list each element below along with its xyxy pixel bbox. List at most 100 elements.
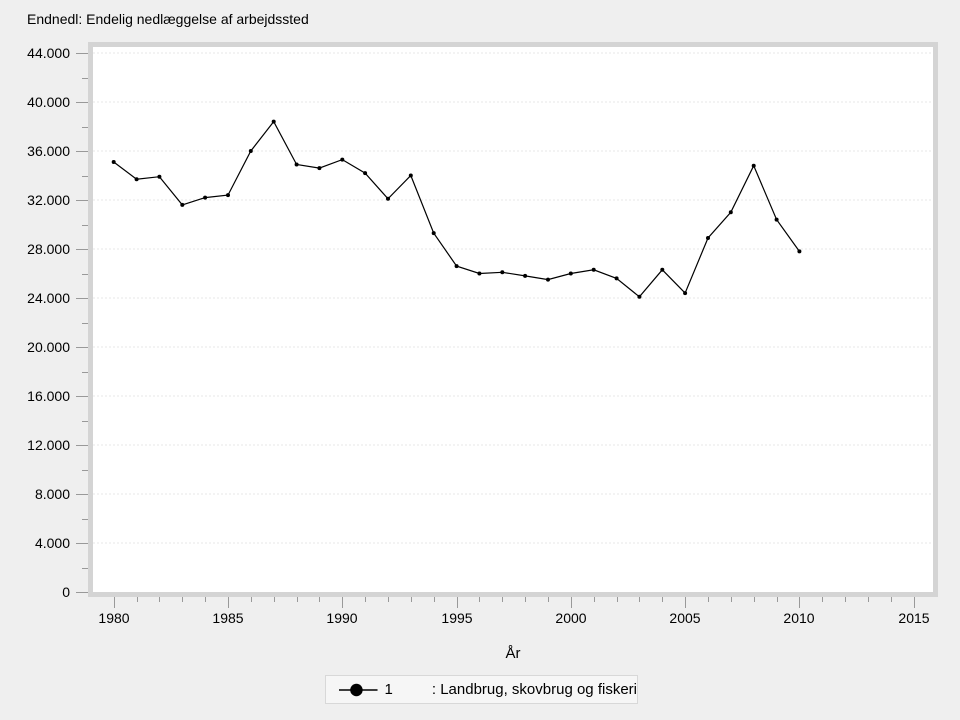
data-point: [614, 276, 619, 281]
y-tick-label: 0: [62, 584, 70, 600]
x-minor-tick: [891, 597, 892, 602]
y-tick-label: 20.000: [27, 339, 70, 355]
data-point: [271, 119, 276, 124]
data-point: [111, 160, 116, 164]
x-major-tick: [457, 597, 458, 608]
x-minor-tick: [137, 597, 138, 602]
x-tick-label: 1990: [326, 610, 358, 626]
y-major-tick: [76, 151, 88, 152]
y-minor-tick: [82, 519, 88, 520]
y-major-tick: [76, 200, 88, 201]
data-point: [340, 157, 345, 162]
y-tick-label: 32.000: [27, 192, 70, 208]
data-point: [408, 173, 413, 178]
x-minor-tick: [274, 597, 275, 602]
x-minor-tick: [639, 597, 640, 602]
y-minor-tick: [82, 568, 88, 569]
data-point: [248, 149, 253, 153]
chart-title: Endnedl: Endelig nedlæggelse af arbejdss…: [27, 11, 309, 27]
legend-series-id: 1: [384, 681, 393, 698]
y-major-tick: [76, 445, 88, 446]
data-point: [637, 294, 642, 299]
x-tick-label: 2010: [783, 610, 815, 626]
x-minor-tick: [868, 597, 869, 602]
data-point: [294, 162, 299, 167]
x-major-tick: [799, 597, 800, 608]
data-point: [500, 270, 505, 275]
data-point: [591, 267, 596, 272]
x-minor-tick: [479, 597, 480, 602]
x-minor-tick: [205, 597, 206, 602]
x-tick-label: 2005: [669, 610, 701, 626]
x-minor-tick: [297, 597, 298, 602]
y-major-tick: [76, 494, 88, 495]
legend: 1 : Landbrug, skovbrug og fiskeri: [325, 675, 638, 704]
x-minor-tick: [708, 597, 709, 602]
y-tick-label: 36.000: [27, 143, 70, 159]
y-minor-tick: [82, 421, 88, 422]
x-tick-label: 1995: [441, 610, 473, 626]
data-point: [683, 291, 688, 296]
y-major-tick: [76, 396, 88, 397]
y-tick-label: 8.000: [34, 486, 70, 502]
y-minor-tick: [82, 225, 88, 226]
x-major-tick: [114, 597, 115, 608]
x-minor-tick: [754, 597, 755, 602]
x-minor-tick: [388, 597, 389, 602]
y-tick-label: 4.000: [34, 535, 70, 551]
x-minor-tick: [731, 597, 732, 602]
data-point: [706, 236, 710, 240]
x-minor-tick: [662, 597, 663, 602]
legend-series-label: : Landbrug, skovbrug og fiskeri: [431, 681, 637, 698]
x-major-tick: [571, 597, 572, 608]
data-point: [180, 202, 185, 207]
data-point: [546, 277, 550, 282]
data-point: [134, 177, 139, 182]
y-minor-tick: [82, 470, 88, 471]
line-chart: [93, 52, 933, 544]
y-tick-label: 44.000: [27, 45, 70, 61]
x-major-tick: [914, 597, 915, 608]
x-minor-tick: [594, 597, 595, 602]
y-major-tick: [76, 102, 88, 103]
x-major-tick: [228, 597, 229, 608]
x-minor-tick: [617, 597, 618, 602]
data-point: [157, 174, 162, 179]
y-tick-label: 16.000: [27, 388, 70, 404]
data-point: [203, 195, 208, 200]
y-tick-label: 40.000: [27, 94, 70, 110]
data-point: [568, 271, 573, 276]
y-minor-tick: [82, 323, 88, 324]
y-major-tick: [76, 298, 88, 299]
y-minor-tick: [82, 274, 88, 275]
plot-area: [88, 42, 938, 597]
data-point: [523, 273, 528, 278]
x-major-tick: [342, 597, 343, 608]
y-minor-tick: [82, 176, 88, 177]
y-minor-tick: [82, 127, 88, 128]
data-point: [797, 249, 802, 254]
x-minor-tick: [365, 597, 366, 602]
data-point: [774, 217, 779, 222]
data-point: [226, 193, 230, 198]
data-point: [728, 210, 733, 215]
x-minor-tick: [434, 597, 435, 602]
x-minor-tick: [548, 597, 549, 602]
data-point: [363, 171, 368, 176]
data-point: [477, 271, 482, 276]
x-minor-tick: [182, 597, 183, 602]
x-tick-label: 1980: [98, 610, 130, 626]
x-minor-tick: [777, 597, 778, 602]
x-minor-tick: [502, 597, 503, 602]
x-tick-label: 1985: [212, 610, 244, 626]
y-tick-label: 28.000: [27, 241, 70, 257]
x-axis-title: År: [505, 645, 521, 662]
x-minor-tick: [251, 597, 252, 602]
y-major-tick: [76, 347, 88, 348]
data-point: [431, 231, 436, 236]
x-minor-tick: [525, 597, 526, 602]
y-tick-label: 24.000: [27, 290, 70, 306]
data-point: [386, 196, 390, 201]
y-major-tick: [76, 592, 88, 593]
y-tick-label: 12.000: [27, 437, 70, 453]
